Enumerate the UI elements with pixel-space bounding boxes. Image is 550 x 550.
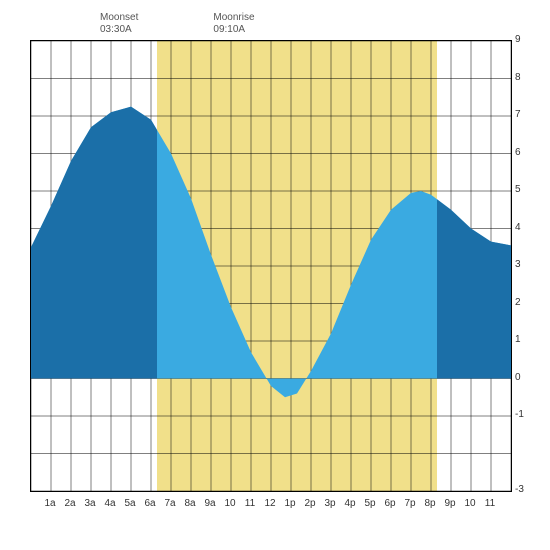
x-tick-label: 4a <box>104 498 115 509</box>
x-tick-label: 3a <box>84 498 95 509</box>
x-tick-label: 12 <box>264 498 275 509</box>
x-tick-label: 1p <box>284 498 295 509</box>
y-tick-label: 9 <box>515 34 535 45</box>
x-tick-label: 10 <box>224 498 235 509</box>
plot-svg <box>31 41 511 491</box>
moonrise-time: 09:10A <box>213 24 254 36</box>
moonset-title: Moonset <box>100 12 138 24</box>
x-tick-label: 6p <box>384 498 395 509</box>
moonrise-title: Moonrise <box>213 12 254 24</box>
x-tick-label: 10 <box>464 498 475 509</box>
y-tick-label: -3 <box>515 484 535 495</box>
x-tick-label: 9a <box>204 498 215 509</box>
y-tick-label: 0 <box>515 372 535 383</box>
x-tick-label: 2p <box>304 498 315 509</box>
x-tick-label: 7a <box>164 498 175 509</box>
plot-area <box>30 40 512 492</box>
x-tick-label: 11 <box>485 498 495 509</box>
moonrise-label: Moonrise 09:10A <box>213 12 254 36</box>
x-tick-label: 3p <box>324 498 335 509</box>
moonset-label: Moonset 03:30A <box>100 12 138 36</box>
moonset-time: 03:30A <box>100 24 138 36</box>
x-tick-label: 9p <box>444 498 455 509</box>
y-tick-label: 7 <box>515 109 535 120</box>
x-tick-label: 1a <box>44 498 55 509</box>
x-tick-label: 5a <box>124 498 135 509</box>
x-tick-label: 6a <box>144 498 155 509</box>
x-tick-label: 8p <box>424 498 435 509</box>
x-tick-label: 2a <box>64 498 75 509</box>
x-tick-label: 4p <box>344 498 355 509</box>
y-tick-label: -1 <box>515 409 535 420</box>
x-tick-label: 5p <box>364 498 375 509</box>
y-tick-label: 2 <box>515 297 535 308</box>
y-tick-label: 6 <box>515 147 535 158</box>
y-tick-label: 8 <box>515 72 535 83</box>
x-tick-label: 7p <box>404 498 415 509</box>
x-tick-label: 8a <box>184 498 195 509</box>
y-tick-label: 1 <box>515 334 535 345</box>
x-tick-label: 11 <box>245 498 255 509</box>
y-tick-label: 3 <box>515 259 535 270</box>
y-tick-label: 4 <box>515 222 535 233</box>
tide-chart: Moonset 03:30A Moonrise 09:10A -3-101234… <box>10 10 540 540</box>
y-tick-label: 5 <box>515 184 535 195</box>
